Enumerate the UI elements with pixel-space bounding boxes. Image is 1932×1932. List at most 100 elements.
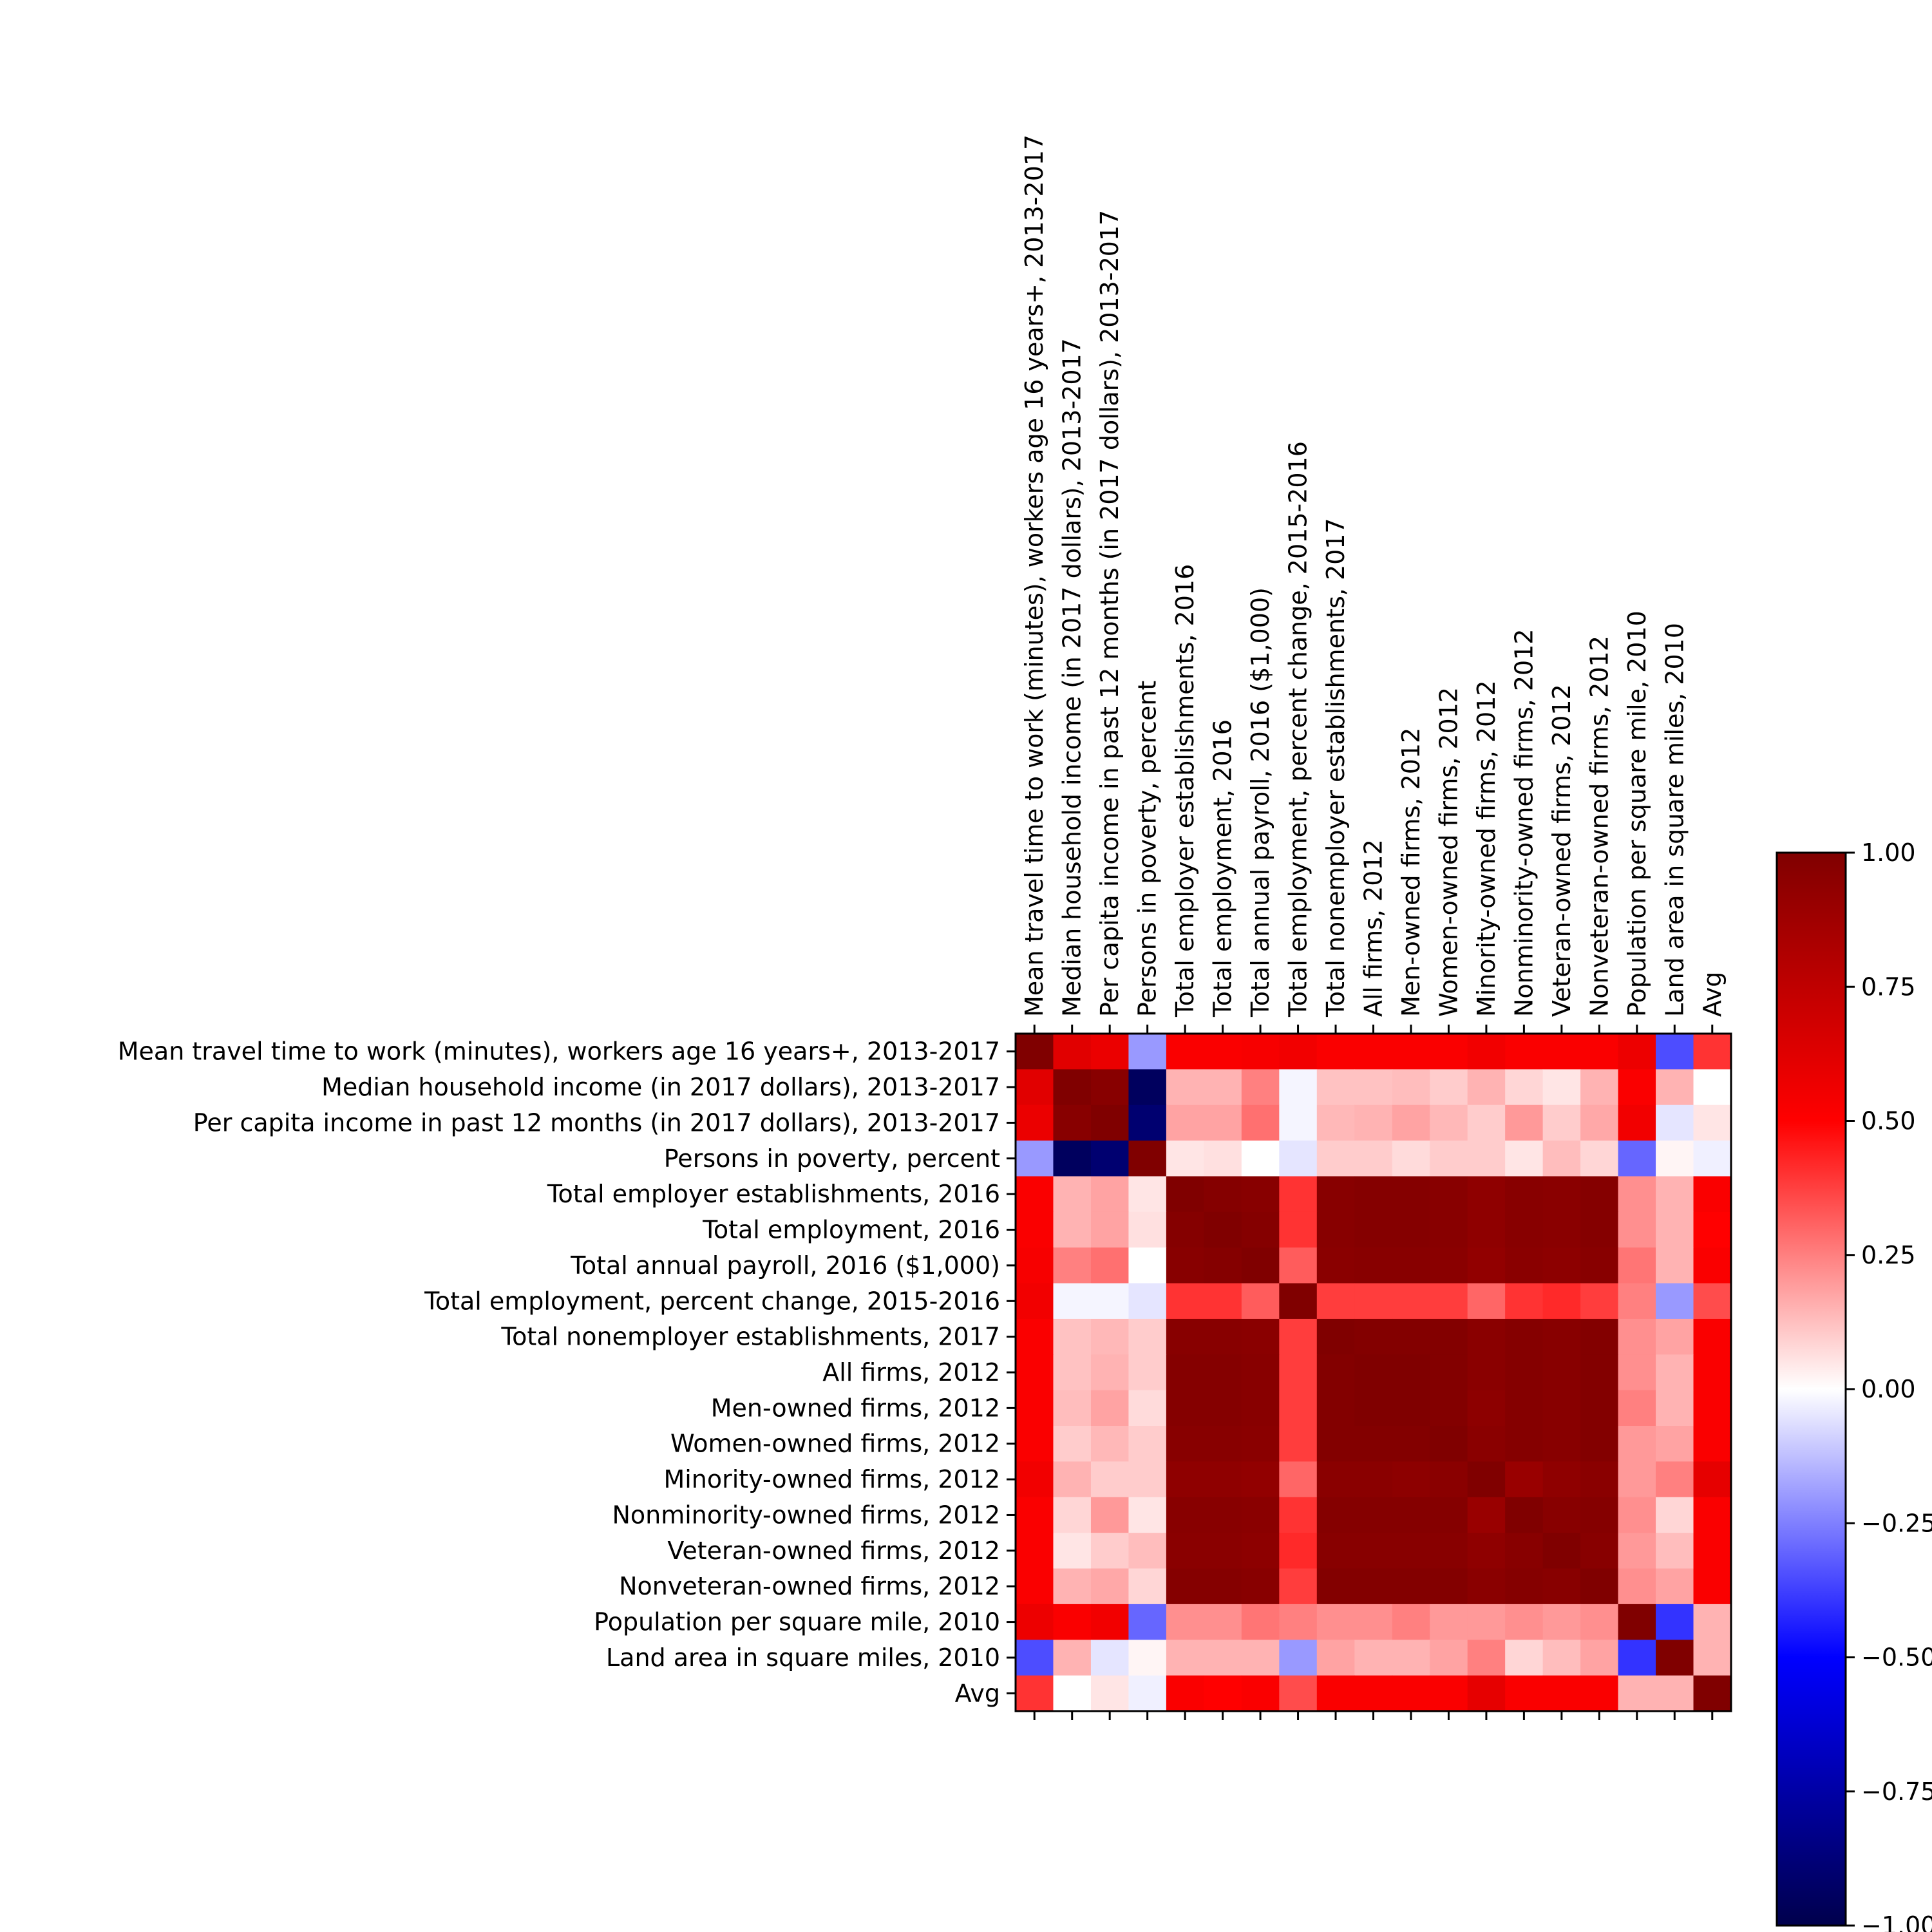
heatmap-cell xyxy=(1090,1640,1130,1676)
heatmap-cell xyxy=(1618,1640,1656,1676)
heatmap-cell xyxy=(1166,1104,1204,1141)
heatmap-cell xyxy=(1128,1640,1167,1676)
y-tick-label: Median household income (in 2017 dollars… xyxy=(321,1073,1000,1101)
heatmap-cell xyxy=(1354,1497,1393,1533)
heatmap-cell xyxy=(1279,1497,1318,1533)
heatmap-cell xyxy=(1316,1604,1355,1640)
heatmap-cell xyxy=(1392,1497,1430,1533)
heatmap-cell xyxy=(1505,1497,1544,1533)
heatmap-cell xyxy=(1016,1426,1054,1463)
heatmap-cell xyxy=(1693,1497,1732,1533)
heatmap-cell xyxy=(1430,1318,1468,1355)
heatmap-cell xyxy=(1241,1176,1280,1213)
heatmap-cell xyxy=(1241,1104,1280,1141)
heatmap-cell xyxy=(1166,1533,1204,1569)
y-tick-label: Land area in square miles, 2010 xyxy=(606,1643,1000,1672)
heatmap-cell xyxy=(1241,1211,1280,1248)
heatmap-cell xyxy=(1580,1604,1619,1640)
heatmap-cell xyxy=(1656,1497,1694,1533)
heatmap-cell xyxy=(1090,1034,1130,1070)
heatmap-cell xyxy=(1128,1318,1167,1355)
heatmap-cell xyxy=(1090,1069,1130,1106)
heatmap-cell xyxy=(1354,1640,1393,1676)
heatmap-cell xyxy=(1618,1104,1656,1141)
heatmap-cell xyxy=(1467,1211,1506,1248)
heatmap-cell xyxy=(1505,1461,1544,1498)
heatmap-cell xyxy=(1580,1390,1619,1426)
heatmap-cell xyxy=(1316,1675,1355,1712)
heatmap-cell xyxy=(1016,1354,1054,1391)
heatmap-cell xyxy=(1053,1176,1092,1213)
heatmap-cell xyxy=(1128,1497,1167,1533)
heatmap-cell xyxy=(1166,1247,1204,1284)
heatmap-cell xyxy=(1090,1426,1130,1463)
heatmap-cell xyxy=(1505,1604,1544,1640)
heatmap-cell xyxy=(1016,1034,1054,1070)
heatmap-cell xyxy=(1693,1533,1732,1569)
heatmap-cell xyxy=(1128,1104,1167,1141)
heatmap-cell xyxy=(1090,1461,1130,1498)
heatmap-cell xyxy=(1392,1390,1430,1426)
heatmap-cell xyxy=(1279,1568,1318,1605)
heatmap-cell xyxy=(1241,1497,1280,1533)
heatmap-cell xyxy=(1053,1426,1092,1463)
heatmap-cell xyxy=(1430,1034,1468,1070)
colorbar-tick-label: −1.00 xyxy=(1861,1911,1932,1932)
x-tick-label: Persons in poverty, percent xyxy=(1133,681,1162,1017)
heatmap-cell xyxy=(1354,1390,1393,1426)
heatmap-cell xyxy=(1053,1211,1092,1248)
heatmap-cell xyxy=(1128,1247,1167,1284)
heatmap-cell xyxy=(1016,1283,1054,1320)
heatmap-cell xyxy=(1542,1533,1581,1569)
heatmap-cell xyxy=(1090,1675,1130,1712)
heatmap-cell xyxy=(1053,1283,1092,1320)
heatmap-cell xyxy=(1580,1426,1619,1463)
heatmap-cell xyxy=(1392,1568,1430,1605)
heatmap-cell xyxy=(1392,1211,1430,1248)
heatmap-cell xyxy=(1128,1461,1167,1498)
y-tick-label: Total employment, 2016 xyxy=(702,1216,1000,1244)
heatmap-cell xyxy=(1241,1461,1280,1498)
heatmap-cell xyxy=(1166,1461,1204,1498)
colorbar-gradient xyxy=(1776,851,1847,1927)
heatmap-cell xyxy=(1204,1141,1242,1177)
heatmap-cell xyxy=(1430,1533,1468,1569)
heatmap-cell xyxy=(1467,1604,1506,1640)
heatmap-cell xyxy=(1316,1640,1355,1676)
heatmap-cell xyxy=(1016,1568,1054,1605)
heatmap-cell xyxy=(1204,1069,1242,1106)
x-axis-tick-labels: Mean travel time to work (minutes), work… xyxy=(1020,135,1727,1018)
x-tick-label: Avg xyxy=(1698,972,1727,1017)
heatmap-cell xyxy=(1392,1426,1430,1463)
x-tick-label: Men-owned firms, 2012 xyxy=(1397,728,1425,1017)
heatmap-cell xyxy=(1204,1318,1242,1355)
heatmap-cell xyxy=(1656,1390,1694,1426)
heatmap-cell xyxy=(1204,1104,1242,1141)
heatmap-cell xyxy=(1430,1497,1468,1533)
heatmap-cell xyxy=(1090,1354,1130,1391)
heatmap-cell xyxy=(1354,1034,1393,1070)
heatmap-cell xyxy=(1618,1034,1656,1070)
heatmap-cell xyxy=(1279,1176,1318,1213)
heatmap-cell xyxy=(1430,1568,1468,1605)
heatmap-cell xyxy=(1580,1354,1619,1391)
heatmap-cell xyxy=(1430,1211,1468,1248)
heatmap-cell xyxy=(1656,1461,1694,1498)
heatmap-cell xyxy=(1693,1141,1732,1177)
heatmap-cell xyxy=(1656,1176,1694,1213)
heatmap-cell xyxy=(1279,1533,1318,1569)
heatmap-cell xyxy=(1053,1497,1092,1533)
heatmap-cell xyxy=(1204,1390,1242,1426)
heatmap-cell xyxy=(1693,1675,1732,1712)
heatmap-cell xyxy=(1656,1354,1694,1391)
heatmap-cell xyxy=(1166,1497,1204,1533)
heatmap-cell xyxy=(1241,1283,1280,1320)
heatmap-cell xyxy=(1354,1283,1393,1320)
heatmap-cell xyxy=(1580,1533,1619,1569)
heatmap-cell xyxy=(1241,1069,1280,1106)
heatmap-cell xyxy=(1580,1104,1619,1141)
heatmap-cell xyxy=(1128,1283,1167,1320)
heatmap-cell xyxy=(1053,1141,1092,1177)
heatmap-cell xyxy=(1053,1461,1092,1498)
heatmap-cell xyxy=(1241,1640,1280,1676)
